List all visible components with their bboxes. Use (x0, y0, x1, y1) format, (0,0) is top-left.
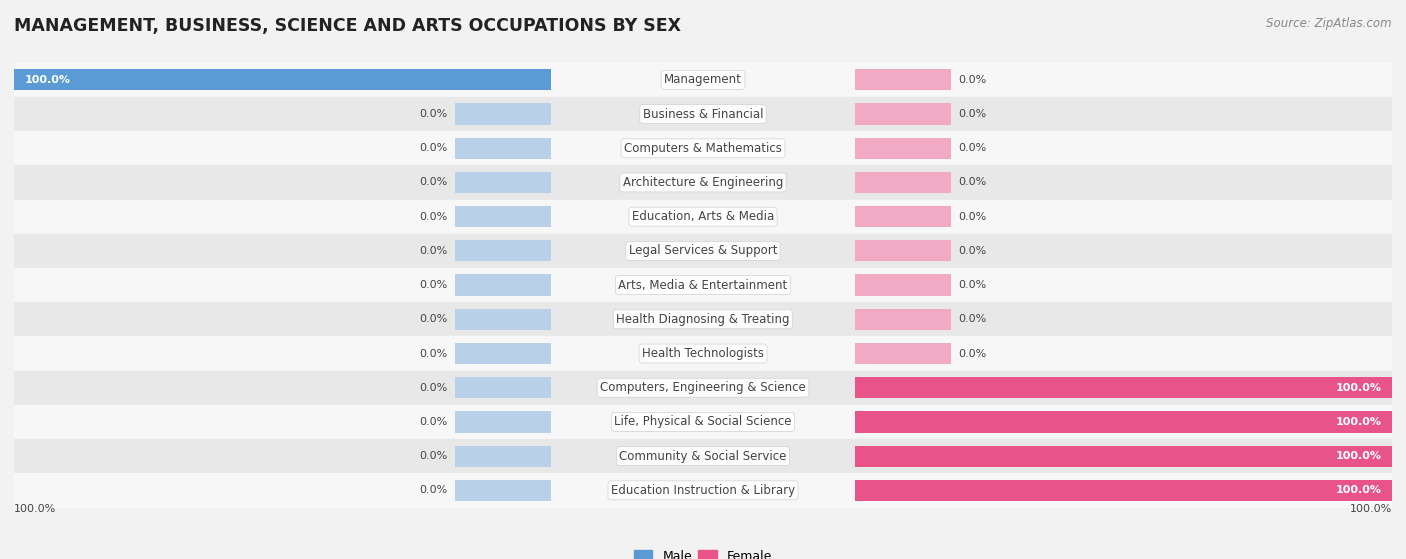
Bar (14, 371, 1392, 405)
Text: 0.0%: 0.0% (419, 246, 449, 256)
Text: 100.0%: 100.0% (24, 75, 70, 85)
Text: 0.0%: 0.0% (419, 280, 449, 290)
Bar (454, 480, 551, 501)
Bar (14, 302, 1392, 337)
Bar (855, 138, 952, 159)
Text: 0.0%: 0.0% (419, 109, 449, 119)
Bar (14, 405, 1392, 439)
Bar (454, 206, 551, 228)
Bar (855, 446, 1392, 467)
Bar (454, 343, 551, 364)
Text: 100.0%: 100.0% (1350, 504, 1392, 514)
Bar (454, 411, 551, 433)
Text: Arts, Media & Entertainment: Arts, Media & Entertainment (619, 278, 787, 292)
Text: 0.0%: 0.0% (419, 383, 449, 393)
Legend: Male, Female: Male, Female (628, 544, 778, 559)
Text: Community & Social Service: Community & Social Service (619, 449, 787, 463)
Text: 0.0%: 0.0% (419, 485, 449, 495)
Bar (855, 446, 952, 467)
Bar (855, 172, 952, 193)
Bar (855, 240, 952, 262)
Bar (855, 411, 952, 433)
Bar (855, 69, 952, 91)
Text: 0.0%: 0.0% (957, 314, 987, 324)
Bar (454, 240, 551, 262)
Bar (14, 200, 1392, 234)
Text: 100.0%: 100.0% (1336, 417, 1382, 427)
Text: Health Technologists: Health Technologists (643, 347, 763, 360)
Bar (855, 103, 952, 125)
Text: Business & Financial: Business & Financial (643, 107, 763, 121)
Text: 0.0%: 0.0% (957, 212, 987, 222)
Bar (855, 377, 1392, 399)
Text: 0.0%: 0.0% (957, 348, 987, 358)
Bar (14, 131, 1392, 165)
Text: MANAGEMENT, BUSINESS, SCIENCE AND ARTS OCCUPATIONS BY SEX: MANAGEMENT, BUSINESS, SCIENCE AND ARTS O… (14, 17, 681, 35)
Text: 0.0%: 0.0% (957, 143, 987, 153)
Text: 0.0%: 0.0% (419, 348, 449, 358)
Text: 0.0%: 0.0% (419, 417, 449, 427)
Bar (14, 63, 1392, 97)
Text: 0.0%: 0.0% (419, 451, 449, 461)
Bar (855, 480, 1392, 501)
Text: 0.0%: 0.0% (957, 75, 987, 85)
Text: Architecture & Engineering: Architecture & Engineering (623, 176, 783, 189)
Text: Education, Arts & Media: Education, Arts & Media (631, 210, 775, 223)
Bar (14, 337, 1392, 371)
Bar (454, 274, 551, 296)
Text: Management: Management (664, 73, 742, 86)
Bar (855, 480, 952, 501)
Text: 100.0%: 100.0% (1336, 451, 1382, 461)
Bar (14, 234, 1392, 268)
Bar (454, 69, 551, 91)
Text: 0.0%: 0.0% (957, 109, 987, 119)
Text: 100.0%: 100.0% (1336, 485, 1382, 495)
Bar (855, 274, 952, 296)
Text: 100.0%: 100.0% (1336, 383, 1382, 393)
Text: 0.0%: 0.0% (419, 143, 449, 153)
Text: 0.0%: 0.0% (419, 177, 449, 187)
Bar (14, 268, 1392, 302)
Text: Computers & Mathematics: Computers & Mathematics (624, 142, 782, 155)
Text: Legal Services & Support: Legal Services & Support (628, 244, 778, 257)
Bar (855, 309, 952, 330)
Text: 0.0%: 0.0% (957, 177, 987, 187)
Bar (14, 97, 1392, 131)
Bar (454, 309, 551, 330)
Text: 0.0%: 0.0% (419, 314, 449, 324)
Bar (454, 172, 551, 193)
Bar (14, 165, 1392, 200)
Bar (855, 206, 952, 228)
Bar (454, 138, 551, 159)
Text: Life, Physical & Social Science: Life, Physical & Social Science (614, 415, 792, 428)
Text: Computers, Engineering & Science: Computers, Engineering & Science (600, 381, 806, 394)
Bar (14, 473, 1392, 508)
Bar (454, 446, 551, 467)
Text: 0.0%: 0.0% (419, 212, 449, 222)
Text: Source: ZipAtlas.com: Source: ZipAtlas.com (1267, 17, 1392, 30)
Bar (855, 411, 1392, 433)
Text: 100.0%: 100.0% (14, 504, 56, 514)
Text: 0.0%: 0.0% (957, 280, 987, 290)
Bar (14, 439, 1392, 473)
Text: Health Diagnosing & Treating: Health Diagnosing & Treating (616, 313, 790, 326)
Bar (855, 377, 952, 399)
Bar (14, 69, 551, 91)
Bar (855, 343, 952, 364)
Bar (454, 377, 551, 399)
Text: 0.0%: 0.0% (957, 246, 987, 256)
Bar (454, 103, 551, 125)
Text: Education Instruction & Library: Education Instruction & Library (612, 484, 794, 497)
